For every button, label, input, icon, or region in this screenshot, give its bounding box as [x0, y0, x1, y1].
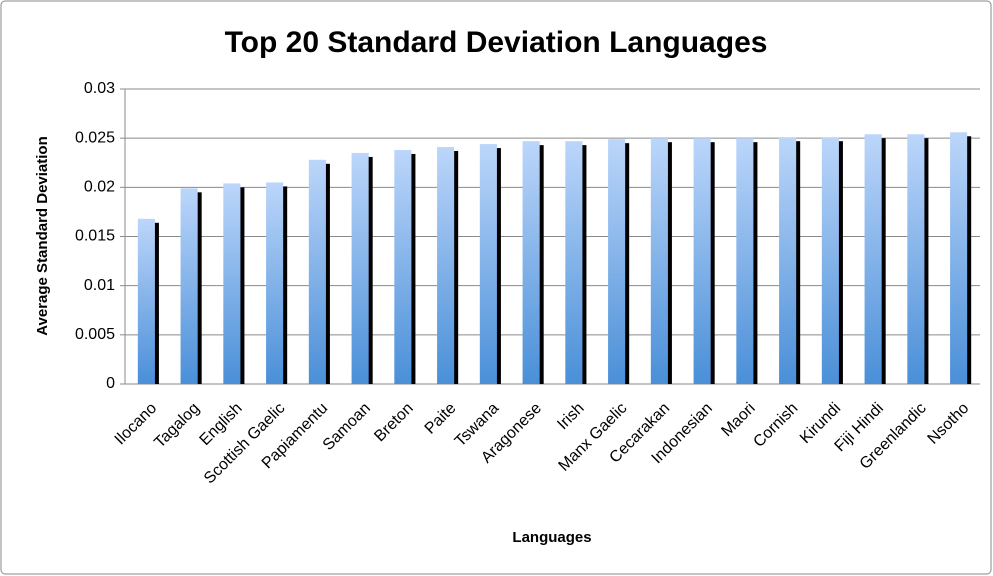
bar [779, 137, 797, 384]
bar [821, 137, 839, 384]
bar [479, 144, 497, 384]
bar [308, 159, 326, 384]
bar [137, 218, 155, 384]
bar [950, 132, 968, 384]
y-tick-label: 0.03 [84, 80, 115, 97]
bar [693, 138, 711, 384]
y-tick-label: 0.005 [75, 326, 115, 343]
bar [736, 138, 754, 384]
bar [522, 141, 540, 384]
bar [180, 188, 198, 384]
bar [394, 149, 412, 384]
bar [650, 138, 668, 384]
chart-title: Top 20 Standard Deviation Languages [225, 26, 768, 59]
bar [864, 134, 882, 384]
y-tick-label: 0.025 [75, 129, 115, 146]
y-tick-label: 0 [106, 375, 115, 392]
y-axis-title: Average Standard Deviation [34, 136, 51, 336]
bar [608, 139, 626, 384]
x-axis-title: Languages [512, 529, 591, 546]
bar [565, 141, 583, 384]
bar [223, 183, 241, 384]
y-tick-label: 0.01 [84, 277, 115, 294]
y-tick-label: 0.015 [75, 228, 115, 245]
bar [351, 152, 369, 384]
bar [266, 182, 284, 384]
y-tick-label: 0.02 [84, 179, 115, 196]
bar [907, 134, 925, 384]
bar [437, 147, 455, 384]
